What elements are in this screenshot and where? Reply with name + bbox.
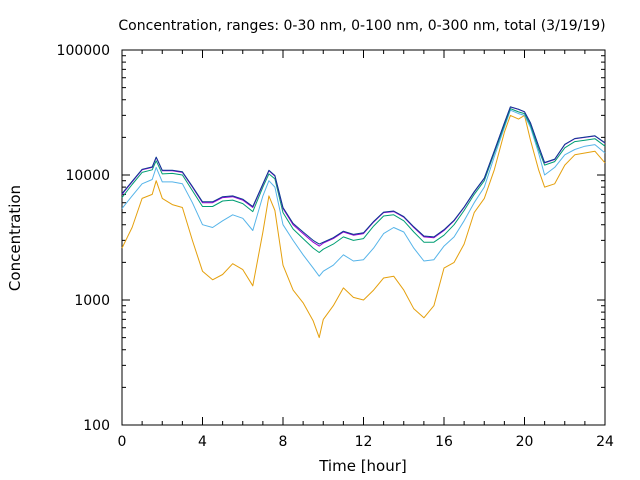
series-line-3 (121, 108, 606, 253)
x-tick-label: 8 (279, 434, 288, 450)
x-tick-label: 0 (118, 434, 127, 450)
series-line-1 (121, 114, 606, 339)
y-tick-label: 10000 (65, 168, 110, 184)
y-tick-label: 100 (83, 418, 110, 434)
x-axis-label: Time [hour] (318, 457, 407, 475)
x-tick-label: 4 (198, 434, 207, 450)
series-layer (121, 106, 606, 339)
x-tick-label: 12 (355, 434, 373, 450)
x-tick-label: 16 (435, 434, 453, 450)
series-line-2 (121, 109, 606, 277)
y-tick-label: 1000 (74, 293, 110, 309)
y-axis-label: Concentration (6, 185, 24, 291)
plot-frame (121, 49, 606, 426)
y-tick-label: 100000 (57, 43, 110, 59)
x-tick-label: 24 (596, 434, 614, 450)
chart-title: Concentration, ranges: 0-30 nm, 0-100 nm… (118, 18, 605, 34)
series-line-5 (121, 106, 606, 245)
x-tick-label: 20 (516, 434, 534, 450)
axis-ticks: 0 4 8 12 16 20 24 100 1000 10000 100000 (57, 43, 614, 450)
